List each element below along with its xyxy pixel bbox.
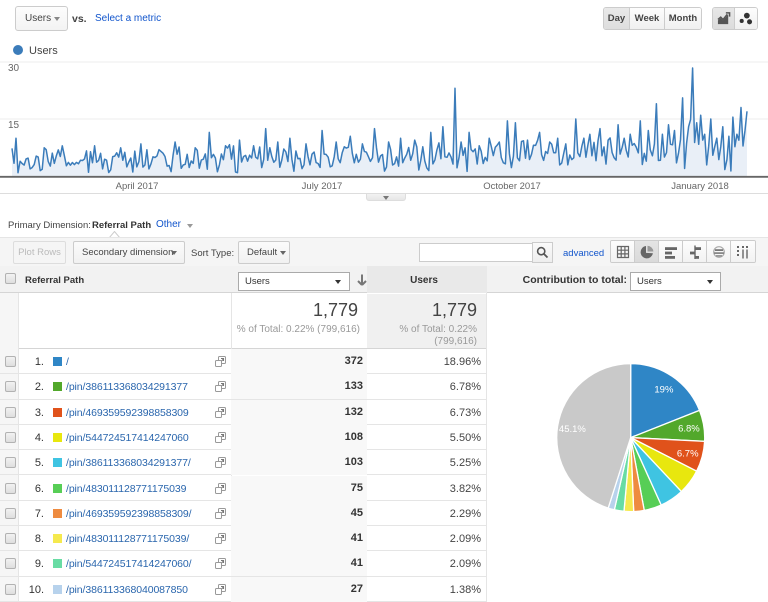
svg-text:January 2018: January 2018 (671, 181, 729, 192)
svg-text:15: 15 (8, 120, 20, 131)
svg-text:19%: 19% (654, 384, 674, 395)
svg-text:6.8%: 6.8% (678, 424, 700, 435)
svg-text:30: 30 (8, 63, 20, 74)
svg-text:6.7%: 6.7% (677, 448, 699, 459)
svg-text:April 2017: April 2017 (116, 181, 159, 192)
svg-text:October 2017: October 2017 (483, 181, 541, 192)
svg-text:45.1%: 45.1% (559, 424, 586, 435)
svg-text:July 2017: July 2017 (302, 181, 343, 192)
